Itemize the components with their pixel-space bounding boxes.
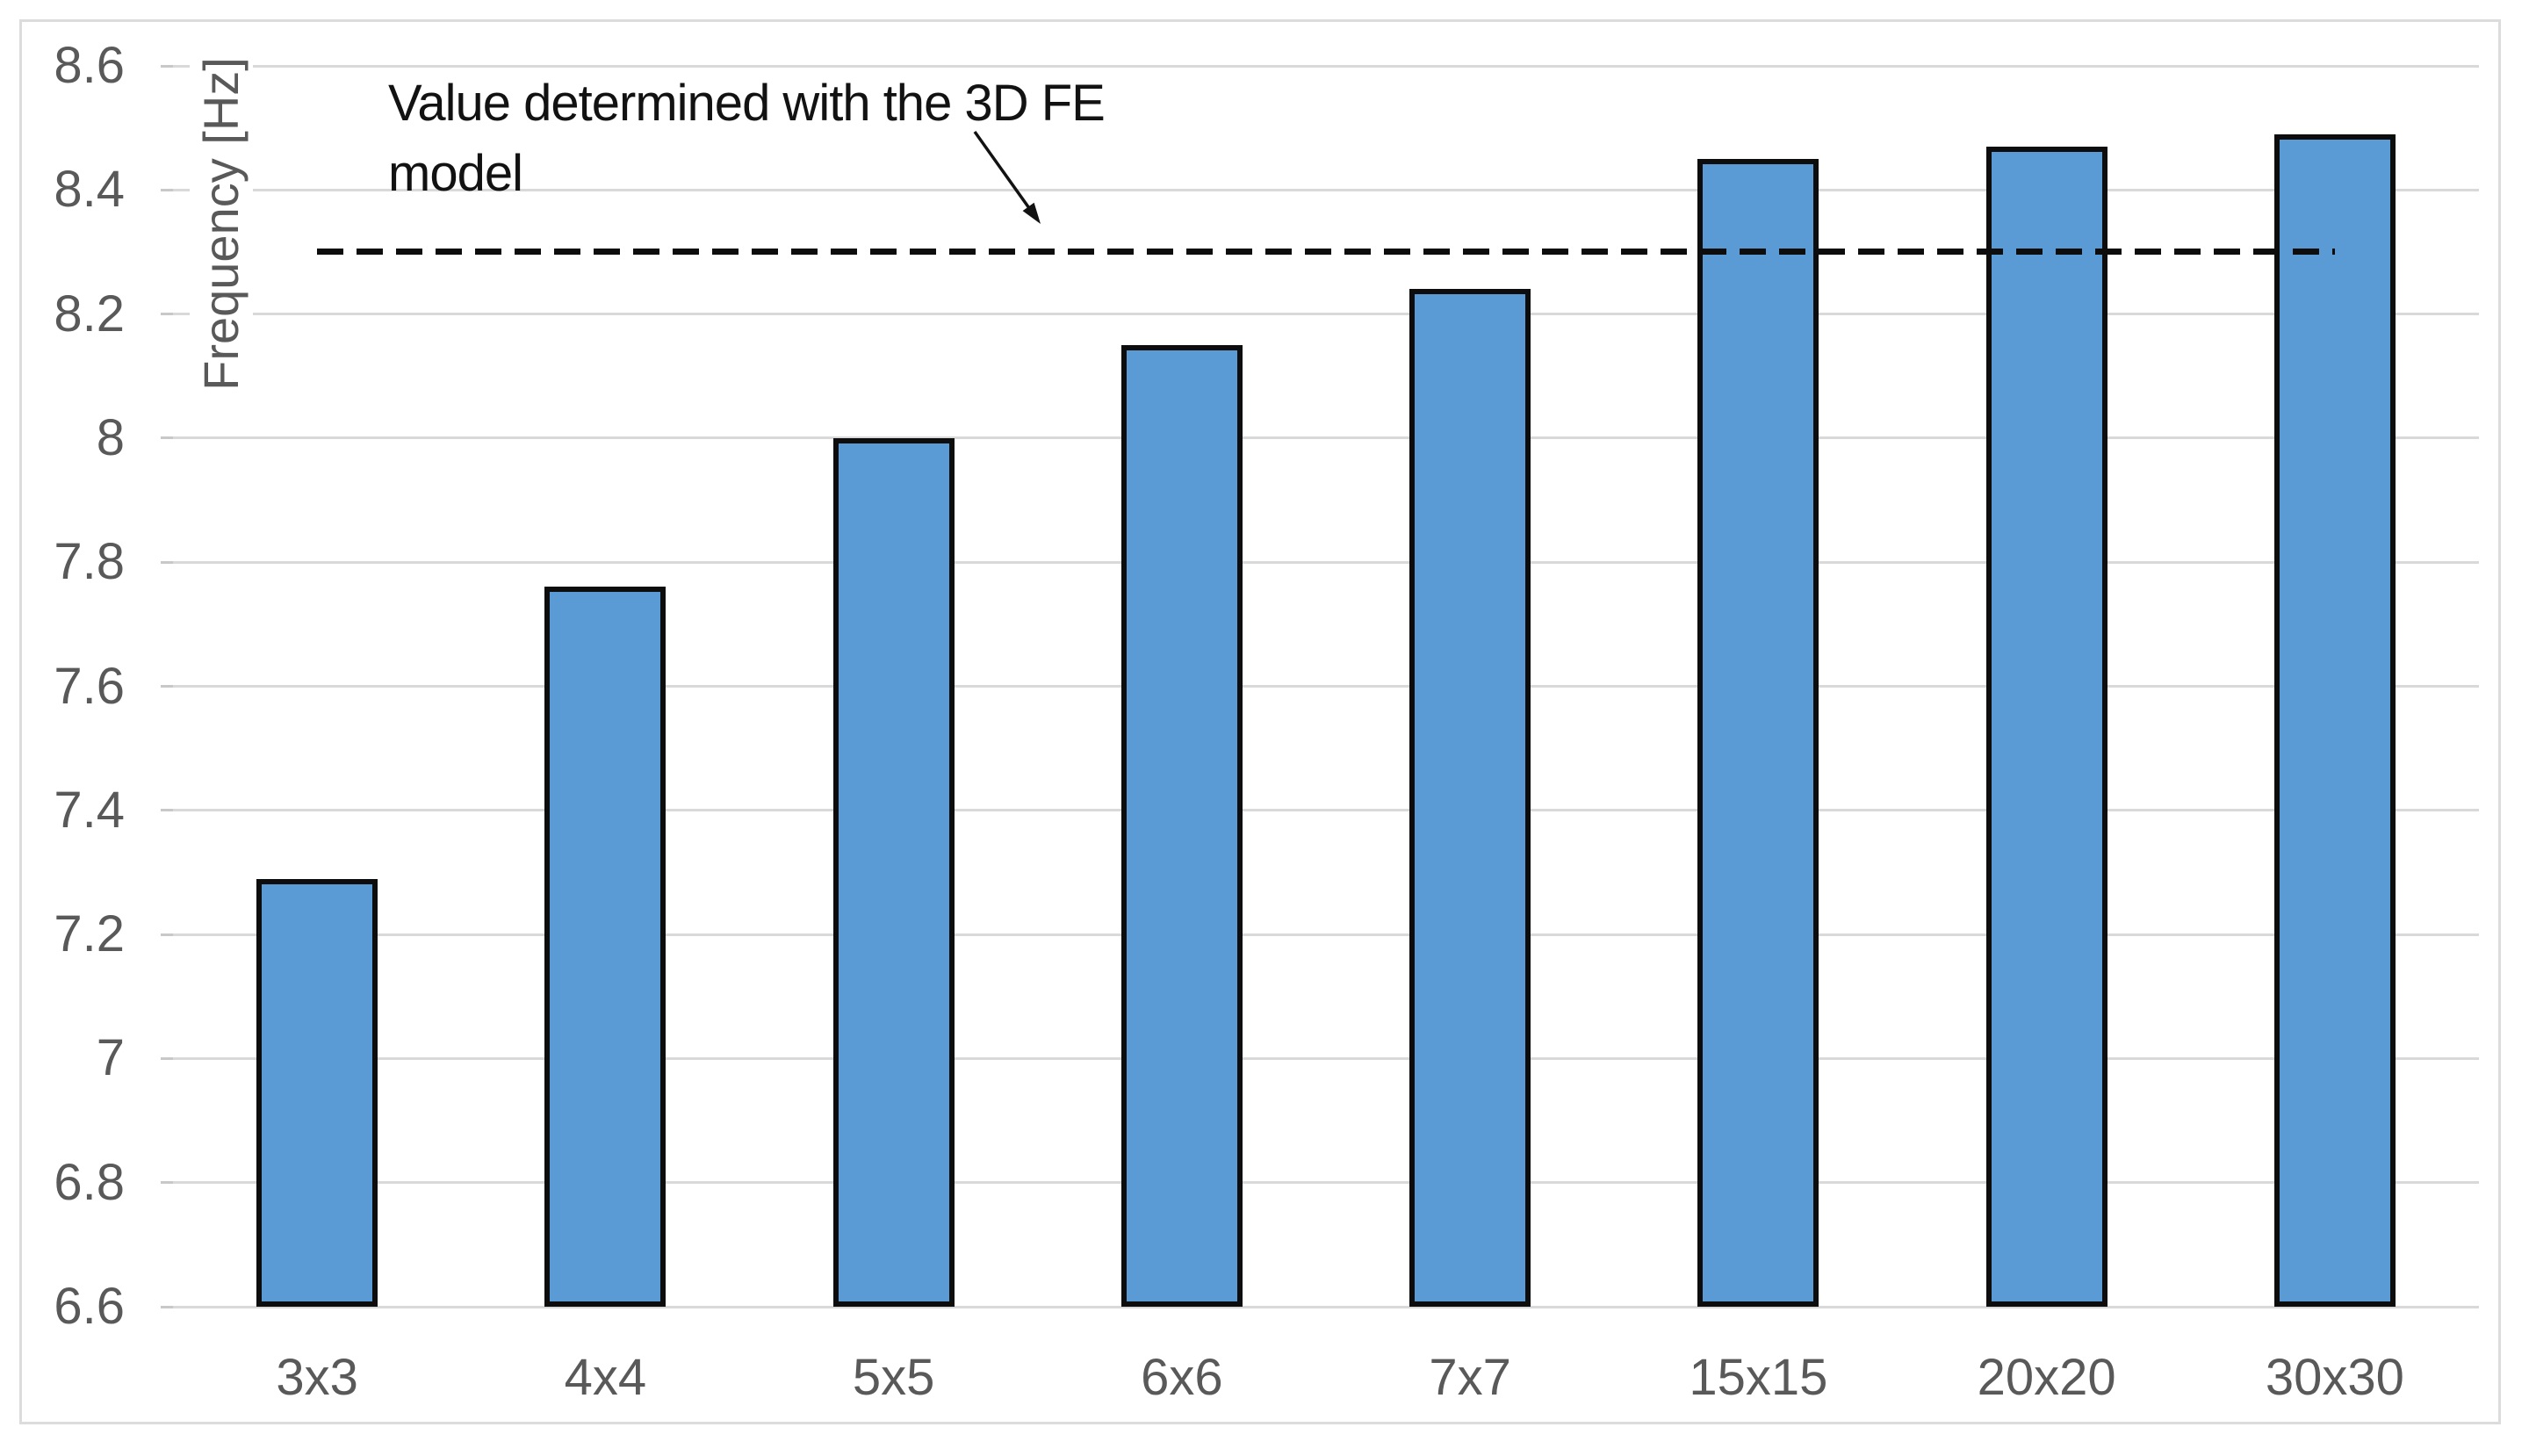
y-axis-label-7.2: 7.2 bbox=[54, 905, 125, 963]
y-tick-mark-8.2 bbox=[161, 313, 173, 316]
y-tick-mark-6.6 bbox=[161, 1305, 173, 1308]
bar-15x15 bbox=[1697, 158, 1819, 1307]
gridline-y-7 bbox=[173, 1056, 2479, 1060]
annotation-line-1: Value determined with the 3D FE bbox=[388, 75, 1106, 132]
x-axis-label-6x6: 6x6 bbox=[1141, 1349, 1223, 1406]
gridline-y-7.2 bbox=[173, 933, 2479, 936]
gridline-y-8.6 bbox=[173, 64, 2479, 68]
y-axis-title: Frequency [Hz] bbox=[190, 40, 253, 408]
y-axis-label-8.6: 8.6 bbox=[54, 37, 125, 94]
y-tick-mark-7.4 bbox=[161, 809, 173, 812]
gridline-y-6.8 bbox=[173, 1181, 2479, 1185]
y-tick-mark-7 bbox=[161, 1056, 173, 1060]
y-axis-label-8.2: 8.2 bbox=[54, 285, 125, 342]
x-axis-label-20x20: 20x20 bbox=[1977, 1349, 2116, 1406]
y-axis-label-6.8: 6.8 bbox=[54, 1153, 125, 1211]
x-axis-label-3x3: 3x3 bbox=[276, 1349, 358, 1406]
reference-line-annotation: Value determined with the 3D FE model bbox=[388, 68, 1106, 209]
annotation-line-2: model bbox=[388, 145, 523, 202]
bar-3x3 bbox=[256, 878, 378, 1307]
gridline-y-7.8 bbox=[173, 560, 2479, 564]
y-axis-label-7.6: 7.6 bbox=[54, 657, 125, 715]
y-axis-label-7.4: 7.4 bbox=[54, 781, 125, 839]
y-tick-mark-6.8 bbox=[161, 1181, 173, 1185]
y-tick-mark-7.2 bbox=[161, 933, 173, 936]
x-axis-label-30x30: 30x30 bbox=[2265, 1349, 2404, 1406]
x-axis-label-5x5: 5x5 bbox=[852, 1349, 935, 1406]
y-axis-label-7.8: 7.8 bbox=[54, 533, 125, 591]
bar-30x30 bbox=[2273, 133, 2396, 1307]
y-axis-label-8.4: 8.4 bbox=[54, 161, 125, 219]
y-tick-mark-8.4 bbox=[161, 188, 173, 191]
x-axis-label-4x4: 4x4 bbox=[564, 1349, 647, 1406]
bar-5x5 bbox=[832, 437, 955, 1307]
bar-4x4 bbox=[544, 587, 666, 1307]
gridline-y-6.6 bbox=[173, 1305, 2479, 1308]
y-axis-label-8: 8 bbox=[96, 408, 125, 466]
bar-6x6 bbox=[1120, 344, 1243, 1307]
gridline-y-7.6 bbox=[173, 685, 2479, 688]
gridline-y-7.4 bbox=[173, 809, 2479, 812]
annotation-arrow-icon bbox=[973, 130, 1041, 224]
y-tick-mark-8.6 bbox=[161, 64, 173, 68]
y-tick-mark-7.6 bbox=[161, 685, 173, 688]
x-axis-label-7x7: 7x7 bbox=[1429, 1349, 1511, 1406]
x-axis-label-15x15: 15x15 bbox=[1689, 1349, 1828, 1406]
y-axis-label-6.6: 6.6 bbox=[54, 1278, 125, 1335]
y-axis-label-7: 7 bbox=[96, 1029, 125, 1087]
bar-20x20 bbox=[1985, 146, 2108, 1307]
y-tick-mark-7.8 bbox=[161, 560, 173, 564]
gridline-y-8 bbox=[173, 436, 2479, 440]
gridline-y-8.2 bbox=[173, 313, 2479, 316]
y-tick-mark-8 bbox=[161, 436, 173, 440]
bar-7x7 bbox=[1409, 289, 1531, 1307]
reference-dashed-line bbox=[317, 249, 2335, 256]
gridline-y-8.4 bbox=[173, 188, 2479, 191]
